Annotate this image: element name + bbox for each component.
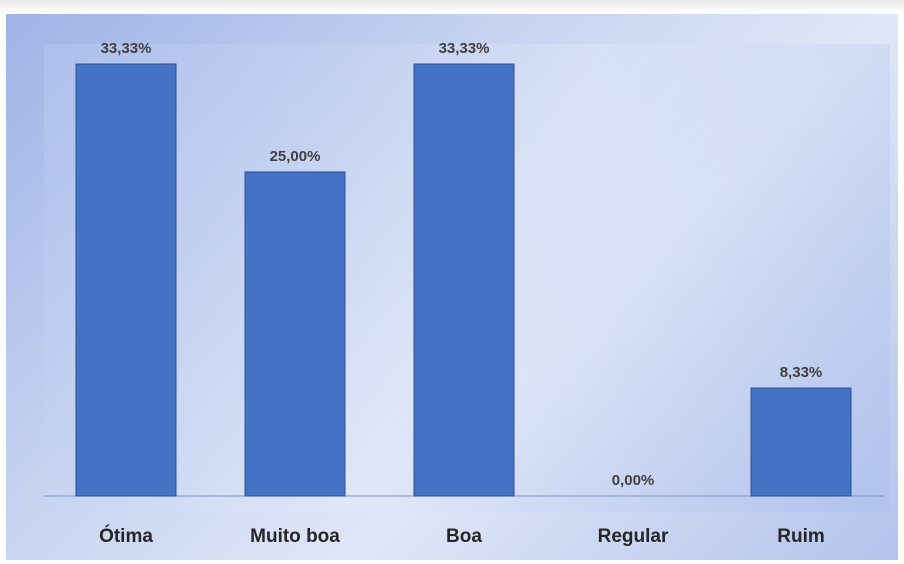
bars-group bbox=[75, 63, 852, 497]
category-label-4: Ruim bbox=[777, 526, 825, 547]
data-label-1: 25,00% bbox=[270, 148, 321, 165]
data-label-3: 0,00% bbox=[612, 472, 655, 489]
data-label-0: 33,33% bbox=[101, 40, 152, 57]
bar-0 bbox=[75, 63, 177, 497]
category-label-1: Muito boa bbox=[250, 526, 340, 547]
data-label-4: 8,33% bbox=[780, 364, 823, 381]
category-labels-group: Ótima Muito boa Boa Regular Ruim bbox=[99, 525, 825, 547]
bar-1 bbox=[244, 171, 346, 497]
category-label-0: Ótima bbox=[99, 525, 153, 547]
top-strip bbox=[0, 0, 904, 12]
bar-2 bbox=[413, 63, 515, 497]
category-label-3: Regular bbox=[598, 526, 669, 547]
category-label-2: Boa bbox=[446, 526, 482, 547]
bar-4 bbox=[750, 387, 852, 497]
data-labels-group: 33,33% 25,00% 33,33% 0,00% 8,33% bbox=[101, 40, 823, 489]
data-label-2: 33,33% bbox=[439, 40, 490, 57]
